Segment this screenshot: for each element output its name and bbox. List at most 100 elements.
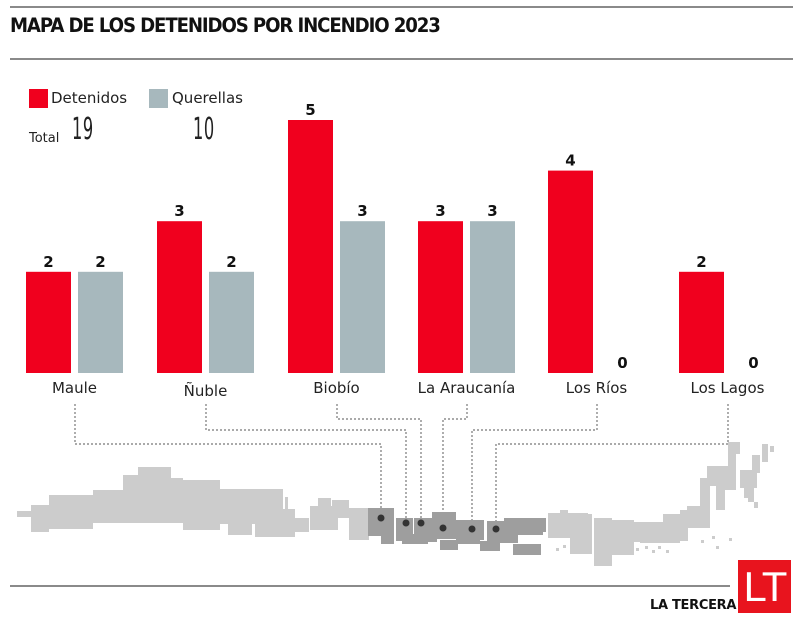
map-island-8 [652, 550, 655, 553]
value-label-detenidos-biobio: 5 [305, 101, 315, 119]
total-querellas: 10 [193, 112, 215, 147]
chile-map [17, 442, 774, 566]
bar-querellas-biobio [340, 221, 385, 373]
map-region-south-20 [762, 444, 768, 462]
category-labels: Maule Ñuble Biobío La Araucanía Los Ríos Los … [52, 379, 765, 400]
value-label-querellas-nuble: 2 [226, 253, 236, 271]
value-labels: 2 2 3 2 5 3 3 3 4 0 2 0 [43, 101, 758, 372]
map-region-south-5 [606, 520, 634, 555]
map-marker-2 [417, 519, 425, 527]
bottom-rule [10, 585, 730, 587]
title-underline [10, 58, 793, 60]
map-region-south-13 [716, 480, 725, 510]
value-label-detenidos-los-lagos: 2 [696, 253, 706, 271]
map-island-6 [636, 548, 639, 551]
map-region-south-16 [728, 442, 740, 454]
map-island-11 [701, 540, 704, 543]
map-region-highlighted-9 [440, 540, 458, 550]
map-island-14 [716, 546, 719, 549]
value-label-detenidos-maule: 2 [43, 253, 53, 271]
map-region-north-4 [93, 490, 141, 523]
legend-label-detenidos: Detenidos [51, 89, 128, 107]
map-region-north-10 [228, 500, 252, 535]
category-label-maule: Maule [52, 379, 97, 397]
connector-los-rios [471, 404, 598, 529]
connector-nuble [205, 404, 407, 523]
map-region-south-22 [748, 490, 754, 502]
category-label-la-araucania: La Araucanía [418, 379, 516, 397]
map-island-13 [729, 538, 732, 541]
connector-la-araucania [442, 404, 468, 528]
brand-name: LA TERCERA [650, 598, 737, 613]
map-region-highlighted-1 [381, 530, 394, 544]
total-label: Total [29, 131, 60, 146]
map-region-highlighted-14 [513, 525, 543, 535]
map-region-highlighted-3 [402, 536, 412, 544]
bars [26, 120, 724, 373]
map-region-north-7 [171, 478, 183, 523]
connector-los-lagos [495, 404, 729, 529]
connector-maule [74, 404, 382, 518]
map-region-north-5 [123, 475, 139, 490]
map-region-south-1 [560, 510, 568, 520]
value-label-detenidos-nuble: 3 [174, 202, 184, 220]
map-island-12 [712, 536, 715, 539]
map-marker-0 [377, 514, 385, 522]
map-region-south-21 [770, 446, 774, 452]
map-region-highlighted-5 [410, 534, 428, 544]
map-marker-4 [468, 525, 476, 533]
connector-biobio [336, 404, 422, 523]
bar-detenidos-la-araucania [418, 221, 463, 373]
bar-querellas-la-araucania [470, 221, 515, 373]
map-region-north-3 [88, 500, 94, 510]
map-region-north-13 [285, 497, 288, 510]
value-label-querellas-los-lagos: 0 [748, 354, 758, 372]
map-region-highlighted-7 [423, 530, 437, 542]
map-region-north-1 [31, 505, 49, 532]
bar-detenidos-maule [26, 271, 71, 373]
connector-lines [74, 404, 729, 529]
bar-detenidos-los-lagos [679, 271, 724, 373]
map-region-south-10 [687, 506, 700, 516]
map-island-9 [658, 546, 661, 549]
value-label-detenidos-los-rios: 4 [565, 152, 575, 170]
total-detenidos: 19 [72, 112, 94, 147]
bar-detenidos-biobio [288, 120, 333, 373]
map-marker-3 [439, 524, 447, 532]
bar-querellas-nuble [209, 271, 254, 373]
map-region-highlighted-10 [471, 520, 484, 540]
bar-querellas-maule [78, 271, 123, 373]
map-marker-1 [402, 519, 410, 527]
map-island-3 [576, 542, 579, 545]
map-island-1 [563, 545, 566, 548]
value-label-querellas-maule: 2 [95, 253, 105, 271]
map-island-2 [570, 548, 573, 551]
bar-detenidos-nuble [157, 221, 202, 373]
category-label-nuble: Ñuble [184, 381, 228, 400]
map-marker-5 [492, 525, 500, 533]
map-region-highlighted-12 [480, 541, 500, 551]
map-island-0 [556, 548, 559, 551]
map-region-north-17 [349, 508, 369, 540]
category-label-los-lagos: Los Lagos [691, 379, 765, 397]
map-island-4 [582, 547, 585, 550]
category-label-los-rios: Los Ríos [566, 379, 628, 397]
map-region-south-23 [754, 502, 758, 508]
map-island-10 [666, 550, 669, 553]
map-markers [377, 514, 500, 533]
value-label-querellas-la-araucania: 3 [487, 202, 497, 220]
map-island-7 [645, 546, 648, 549]
legend-label-querellas: Querellas [172, 89, 243, 107]
chart-title: MAPA DE LOS DETENIDOS POR INCENDIO 2023 [10, 14, 441, 37]
map-region-highlighted-15 [513, 544, 541, 555]
top-rule [10, 6, 793, 8]
map-region-north-0 [17, 511, 31, 517]
legend-swatch-detenidos [29, 89, 48, 108]
map-region-south-19 [752, 455, 760, 473]
value-label-detenidos-la-araucania: 3 [435, 202, 445, 220]
legend-swatch-querellas [149, 89, 168, 108]
category-label-biobio: Biobío [313, 379, 360, 397]
map-region-south-2 [570, 514, 592, 554]
map-region-south-4 [600, 546, 610, 564]
